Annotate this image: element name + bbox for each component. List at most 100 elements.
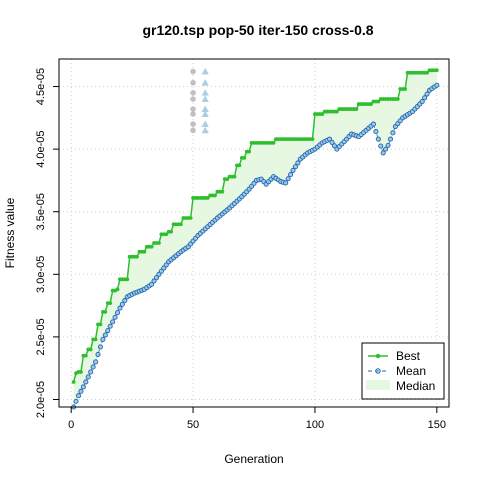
best-point-30 <box>142 249 147 254</box>
best-point-39 <box>164 232 169 237</box>
best-point-146 <box>425 70 429 75</box>
best-point-23 <box>125 277 130 282</box>
best-point-134 <box>395 97 400 101</box>
mean-point-131 <box>387 136 394 142</box>
best-point-150 <box>434 68 439 73</box>
mean-point-126 <box>375 136 381 142</box>
overlay-circle-0 <box>190 68 196 75</box>
best-point-45 <box>178 222 183 227</box>
best-point-36 <box>157 241 161 245</box>
mean-point-90 <box>288 172 294 178</box>
best-point-73 <box>247 149 252 154</box>
best-point-69 <box>237 163 242 168</box>
best-point-1 <box>71 380 76 384</box>
mean-point-108 <box>331 143 337 149</box>
legend-mean-label: Mean <box>396 364 426 378</box>
mean-point-4 <box>78 388 84 394</box>
mean-point-20 <box>117 305 123 311</box>
best-point-56 <box>205 196 210 200</box>
best-point-33 <box>149 244 154 249</box>
best-point-137 <box>403 87 408 91</box>
best-point-10 <box>93 337 98 342</box>
mean-point-127 <box>378 143 384 149</box>
x-tick-label-3: 150 <box>428 419 446 431</box>
y-tick-label-1: 2.5e-05 <box>35 318 47 355</box>
mean-point-19 <box>114 310 121 316</box>
best-point-16 <box>108 301 113 306</box>
mean-point-18 <box>112 314 118 320</box>
series-mean <box>71 82 440 410</box>
best-point-103 <box>320 112 325 116</box>
y-tick-label-2: 3.0e-05 <box>35 256 47 293</box>
overlay-triangle-0 <box>201 67 209 75</box>
best-point-99 <box>310 137 315 142</box>
overlay-circle-2 <box>190 89 196 96</box>
chart-title: gr120.tsp pop-50 iter-150 cross-0.8 <box>142 22 373 38</box>
mean-point-130 <box>385 142 391 148</box>
mean-point-144 <box>419 99 425 105</box>
x-axis: 0 50 100 150 <box>68 406 446 431</box>
overlay-markers <box>190 67 209 134</box>
x-tick-label-0: 0 <box>68 419 74 431</box>
mean-point-7 <box>85 374 91 380</box>
best-point-19 <box>115 287 120 292</box>
mean-point-12 <box>97 344 103 350</box>
best-point-27 <box>135 254 139 259</box>
best-point-109 <box>334 109 339 114</box>
mean-point-88 <box>283 180 289 186</box>
overlay-circle-6 <box>190 121 196 127</box>
mean-point-35 <box>153 275 160 281</box>
best-point-59 <box>213 193 217 198</box>
best-point-123 <box>369 102 373 106</box>
mean-point-15 <box>105 328 111 334</box>
best-point-12 <box>98 322 103 327</box>
mean-point-145 <box>422 95 428 101</box>
best-point-83 <box>271 140 276 145</box>
mean-point-21 <box>119 301 125 307</box>
best-point-71 <box>242 155 247 160</box>
overlay-triangle-1 <box>201 79 209 86</box>
overlay-triangle-7 <box>201 126 209 134</box>
median-area <box>73 70 437 408</box>
x-axis-label: Generation <box>224 452 283 466</box>
best-point-8 <box>88 347 93 352</box>
legend-mean-marker <box>375 368 381 374</box>
y-axis-label: Fitness value <box>3 197 17 268</box>
mean-point-93 <box>295 160 301 166</box>
y-tick-label-4: 4.0e-05 <box>35 130 47 167</box>
legend-median-swatch <box>366 380 390 390</box>
mean-point-17 <box>110 319 116 325</box>
best-point-117 <box>354 107 359 111</box>
mean-point-13 <box>100 336 106 342</box>
mean-point-9 <box>90 364 96 370</box>
overlay-triangle-5 <box>201 110 209 117</box>
mean-point-132 <box>390 130 396 136</box>
mean-point-33 <box>149 281 155 287</box>
mean-point-5 <box>80 384 86 390</box>
x-tick-label-2: 100 <box>306 419 324 431</box>
best-point-67 <box>232 174 237 179</box>
mean-point-34 <box>151 278 157 284</box>
mean-point-6 <box>83 379 89 385</box>
overlay-circle-5 <box>190 111 196 117</box>
mean-point-150 <box>434 82 440 88</box>
best-point-62 <box>220 189 225 194</box>
mean-point-8 <box>88 369 94 375</box>
overlay-circle-4 <box>190 106 196 112</box>
y-axis: 2.0e-05 2.5e-05 3.0e-05 3.5e-05 4.0e-05 4.5e-… <box>35 68 60 418</box>
best-point-41 <box>169 229 174 234</box>
overlay-triangle-6 <box>201 120 209 127</box>
mean-point-125 <box>373 129 379 135</box>
overlay-triangle-4 <box>201 105 209 112</box>
mean-point-2 <box>73 398 79 404</box>
legend: Best Mean Median <box>361 342 445 400</box>
overlay-triangle-2 <box>201 89 209 96</box>
mean-point-14 <box>102 332 108 338</box>
median-band <box>73 70 437 408</box>
legend-best-marker <box>375 353 381 359</box>
overlay-circle-3 <box>190 96 196 102</box>
best-point-14 <box>103 309 108 314</box>
best-point-64 <box>225 177 230 182</box>
mean-point-106 <box>327 136 333 142</box>
